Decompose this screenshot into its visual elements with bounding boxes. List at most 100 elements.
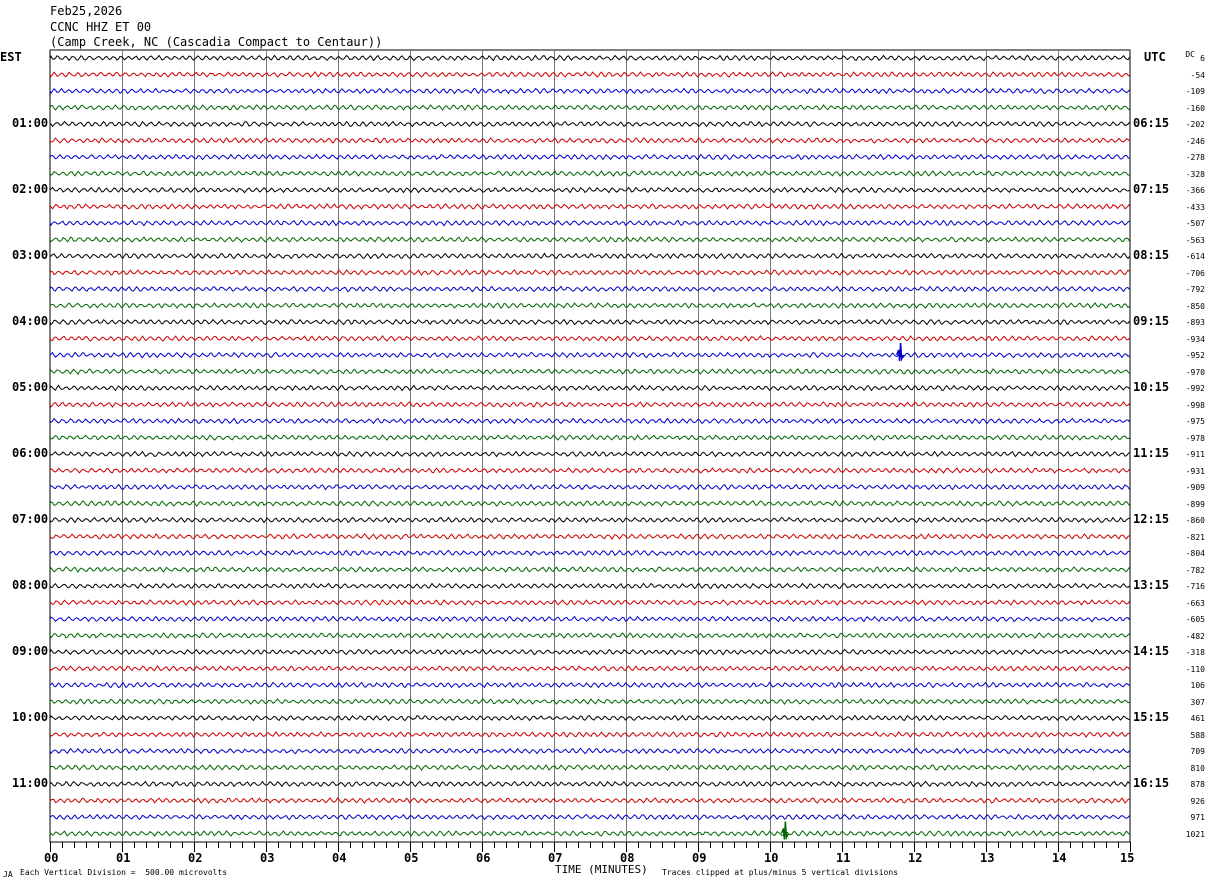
seismic-trace bbox=[49, 104, 1130, 111]
dc-offset-header: DC bbox=[1185, 50, 1195, 59]
dc-offset-value: 6 bbox=[1200, 54, 1205, 63]
seismic-trace bbox=[49, 186, 1130, 194]
seismic-trace bbox=[49, 236, 1130, 243]
seismic-trace bbox=[49, 467, 1130, 474]
dc-offset-value: 878 bbox=[1190, 780, 1205, 789]
dc-offset-value: -246 bbox=[1185, 136, 1205, 146]
clip-note: Traces clipped at plus/minus 5 vertical … bbox=[662, 868, 899, 877]
dc-offset-value: -366 bbox=[1185, 186, 1205, 195]
x-tick-label: 14 bbox=[1052, 851, 1067, 865]
seismic-trace bbox=[49, 137, 1130, 144]
dc-offset-value: -706 bbox=[1185, 268, 1205, 278]
seismic-trace bbox=[49, 747, 1130, 755]
plot-date: Feb25,2026 bbox=[50, 4, 123, 18]
dc-offset-value: 810 bbox=[1190, 763, 1205, 773]
est-hour-label: 08:00 bbox=[12, 578, 49, 592]
dc-offset-value: -893 bbox=[1185, 318, 1205, 327]
dc-offset-value: -952 bbox=[1185, 351, 1205, 360]
seismic-trace bbox=[49, 153, 1130, 161]
x-tick-label: 08 bbox=[620, 851, 635, 865]
seismic-trace bbox=[49, 334, 1130, 342]
seismic-trace bbox=[49, 516, 1130, 524]
seismic-trace bbox=[49, 566, 1130, 573]
dc-offset-value: 709 bbox=[1190, 747, 1205, 756]
est-hour-label: 06:00 bbox=[12, 446, 49, 460]
seismic-trace bbox=[49, 368, 1130, 375]
est-hour-label: 04:00 bbox=[12, 314, 49, 328]
est-hour-label: 09:00 bbox=[12, 644, 49, 658]
dc-offset-value: -614 bbox=[1185, 252, 1205, 261]
dc-offset-value: -860 bbox=[1185, 516, 1205, 525]
seismic-trace bbox=[49, 401, 1130, 408]
seismic-trace bbox=[49, 780, 1130, 788]
seismic-trace bbox=[49, 351, 1130, 359]
seismic-trace bbox=[49, 681, 1130, 689]
x-tick-label: 11 bbox=[836, 851, 851, 865]
dc-offset-value: -992 bbox=[1185, 384, 1205, 393]
x-tick-label: 12 bbox=[908, 851, 923, 865]
seismic-event bbox=[895, 342, 905, 362]
dc-offset-value: -909 bbox=[1185, 483, 1205, 492]
x-tick-label: 01 bbox=[116, 851, 131, 865]
x-tick-label: 13 bbox=[980, 851, 995, 865]
dc-offset-value: -54 bbox=[1190, 70, 1205, 80]
seismic-event bbox=[780, 821, 790, 841]
est-hour-label: 02:00 bbox=[12, 182, 49, 196]
est-hour-label: 11:00 bbox=[12, 776, 49, 790]
dc-offset-value: 461 bbox=[1190, 714, 1205, 723]
dc-offset-value: -482 bbox=[1185, 631, 1205, 641]
dc-offset-value: -978 bbox=[1185, 433, 1205, 443]
x-tick-label: 05 bbox=[404, 851, 419, 865]
dc-offset-value: -110 bbox=[1185, 664, 1205, 674]
x-tick-label: 02 bbox=[188, 851, 203, 865]
x-tick-label: 04 bbox=[332, 851, 347, 865]
seismic-trace bbox=[49, 582, 1130, 590]
est-hour-label: 07:00 bbox=[12, 512, 49, 526]
dc-offset-value: -160 bbox=[1185, 103, 1205, 113]
seismic-trace bbox=[49, 648, 1130, 656]
seismic-trace bbox=[49, 665, 1130, 672]
seismic-trace bbox=[49, 318, 1130, 326]
x-tick-label: 15 bbox=[1120, 851, 1135, 865]
est-hour-label: 05:00 bbox=[12, 380, 49, 394]
seismic-trace bbox=[50, 120, 1130, 128]
x-tick-label: 03 bbox=[260, 851, 275, 865]
x-axis-label: TIME (MINUTES) bbox=[555, 863, 648, 876]
est-hour-label: 03:00 bbox=[12, 248, 49, 262]
dc-offset-value: 971 bbox=[1190, 813, 1205, 822]
seismic-trace bbox=[49, 219, 1130, 227]
dc-offset-value: -433 bbox=[1185, 202, 1205, 212]
x-tick-label: 06 bbox=[476, 851, 491, 865]
utc-hour-label: 14:15 bbox=[1133, 644, 1170, 658]
utc-hour-label: 09:15 bbox=[1133, 314, 1170, 328]
dc-offset-value: -202 bbox=[1185, 120, 1205, 129]
dc-offset-value: -318 bbox=[1185, 648, 1205, 657]
seismic-trace bbox=[49, 434, 1130, 441]
utc-hour-label: 08:15 bbox=[1133, 248, 1170, 262]
dc-offset-value: -934 bbox=[1185, 334, 1205, 344]
dc-offset-value: -328 bbox=[1185, 169, 1205, 179]
utc-hour-label: 11:15 bbox=[1133, 446, 1170, 460]
utc-hour-label: 06:15 bbox=[1133, 116, 1170, 130]
dc-offset-value: -970 bbox=[1185, 367, 1205, 377]
seismic-trace bbox=[49, 500, 1130, 507]
dc-offset-value: -998 bbox=[1185, 400, 1205, 410]
x-tick-label: 07 bbox=[548, 851, 563, 865]
plot-frame bbox=[49, 49, 1131, 843]
seismic-trace bbox=[49, 533, 1130, 540]
seismic-trace bbox=[49, 71, 1130, 78]
utc-hour-label: 15:15 bbox=[1133, 710, 1170, 724]
seismic-trace bbox=[49, 170, 1130, 177]
dc-offset-value: -911 bbox=[1185, 450, 1205, 459]
utc-hour-label: 13:15 bbox=[1133, 578, 1170, 592]
dc-offset-value: -109 bbox=[1185, 87, 1205, 96]
dc-offset-value: -782 bbox=[1185, 565, 1205, 575]
dc-offset-value: -563 bbox=[1185, 235, 1205, 245]
seismic-trace bbox=[49, 417, 1130, 425]
dc-offset-value: -931 bbox=[1185, 466, 1205, 476]
est-hour-label: 01:00 bbox=[12, 116, 49, 130]
utc-hour-label: 07:15 bbox=[1133, 182, 1170, 196]
x-tick-label: 00 bbox=[44, 851, 59, 865]
dc-offset-value: 926 bbox=[1190, 796, 1205, 806]
dc-offset-value: -899 bbox=[1185, 499, 1205, 509]
